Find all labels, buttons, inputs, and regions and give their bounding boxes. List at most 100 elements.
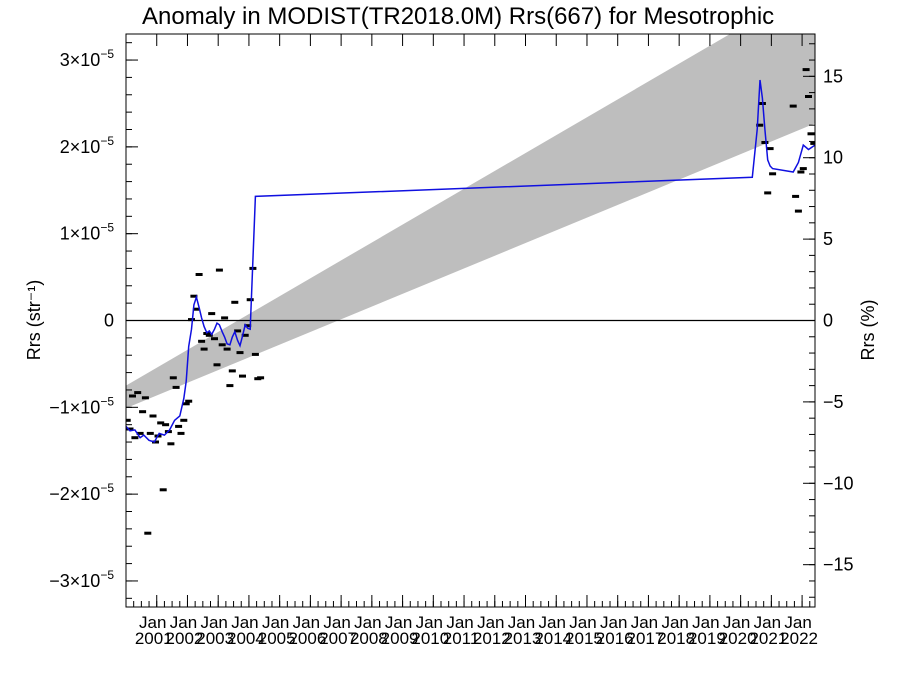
x-tick-month-label: Jan: [139, 613, 166, 632]
data-point: [144, 531, 152, 535]
x-tick-month-label: Jan: [569, 613, 596, 632]
data-point: [766, 147, 774, 151]
data-point: [236, 351, 244, 355]
x-tick-month-label: Jan: [508, 613, 535, 632]
data-point: [129, 394, 136, 398]
axes: −3×10−5−2×10−5−1×10−501×10−52×10−53×10−5…: [49, 34, 854, 648]
data-point: [208, 312, 216, 316]
data-point: [251, 352, 259, 356]
data-point: [244, 324, 252, 328]
x-tick-month-label: Jan: [477, 613, 504, 632]
data-point: [234, 329, 242, 333]
data-point: [172, 385, 180, 389]
data-point: [126, 427, 134, 431]
data-point: [789, 104, 797, 108]
y-tick-label: −2×10−5: [49, 481, 114, 504]
y-right-tick-label: 10: [823, 148, 843, 168]
data-point: [805, 95, 812, 98]
data-point: [141, 396, 149, 400]
data-point: [180, 418, 188, 422]
data-point: [126, 418, 131, 422]
data-point: [226, 384, 234, 388]
x-tick-year-label: 2015: [565, 629, 603, 648]
data-point: [169, 376, 177, 380]
y-tick-label: 0: [104, 311, 114, 331]
x-tick-year-label: 2019: [688, 629, 726, 648]
data-point: [152, 440, 159, 444]
data-point: [198, 339, 206, 343]
y-right-tick-label: −10: [823, 473, 854, 493]
x-tick-year-label: 2008: [350, 629, 388, 648]
y-right-tick-label: −15: [823, 555, 854, 575]
x-tick-year-label: 2003: [196, 629, 234, 648]
data-point: [175, 424, 183, 428]
data-point: [177, 431, 185, 435]
y-tick-label: −3×10−5: [49, 568, 114, 591]
data-point: [769, 172, 777, 176]
data-point: [192, 307, 200, 311]
x-tick-month-label: Jan: [446, 613, 473, 632]
x-tick-month-label: Jan: [661, 613, 688, 632]
x-tick-month-label: Jan: [784, 613, 811, 632]
data-point: [761, 141, 769, 144]
data-point: [228, 369, 236, 373]
data-point: [162, 423, 170, 427]
chart-title: Anomaly in MODIST(TR2018.0M) Rrs(667) fo…: [142, 3, 774, 30]
x-tick-year-label: 2016: [596, 629, 634, 648]
x-tick-month-label: Jan: [754, 613, 781, 632]
data-point: [146, 431, 154, 435]
data-point: [195, 273, 203, 276]
plot-area: [126, 34, 815, 535]
x-tick-year-label: 2005: [258, 629, 296, 648]
data-point: [211, 337, 218, 341]
x-tick-year-label: 2009: [381, 629, 419, 648]
x-tick-month-label: Jan: [262, 613, 289, 632]
data-point: [764, 191, 772, 195]
data-point: [797, 170, 805, 174]
data-point: [239, 374, 246, 378]
data-point: [231, 300, 239, 304]
data-point: [241, 333, 249, 337]
x-tick-month-label: Jan: [385, 613, 412, 632]
x-tick-month-label: Jan: [231, 613, 258, 632]
y-right-tick-label: 5: [823, 229, 833, 249]
data-point: [200, 347, 208, 351]
data-point: [246, 298, 254, 302]
data-point: [188, 318, 195, 322]
data-point: [205, 333, 213, 337]
x-tick-year-label: 2022: [780, 629, 818, 648]
data-point: [794, 209, 802, 213]
data-point: [792, 194, 800, 198]
y-tick-label: −1×10−5: [49, 394, 114, 417]
data-point: [807, 132, 815, 136]
x-tick-month-label: Jan: [354, 613, 381, 632]
data-point: [131, 436, 139, 440]
data-point: [185, 399, 193, 403]
data-point: [802, 68, 810, 72]
trend-band: [126, 34, 815, 409]
x-tick-year-label: 2014: [534, 629, 572, 648]
data-point: [257, 376, 265, 380]
anomaly-line: [126, 79, 815, 443]
x-tick-month-label: Jan: [293, 613, 320, 632]
x-tick-year-label: 2013: [504, 629, 542, 648]
y-right-tick-label: 0: [823, 311, 833, 331]
data-point: [218, 343, 226, 347]
x-tick-year-label: 2006: [288, 629, 326, 648]
x-tick-year-label: 2001: [135, 629, 173, 648]
x-tick-month-label: Jan: [723, 613, 750, 632]
x-tick-month-label: Jan: [170, 613, 197, 632]
x-tick-month-label: Jan: [600, 613, 627, 632]
y-right-tick-label: −5: [823, 392, 844, 412]
data-point: [149, 414, 157, 418]
x-tick-month-label: Jan: [200, 613, 227, 632]
x-tick-year-label: 2007: [319, 629, 357, 648]
data-point: [810, 141, 815, 145]
x-tick-month-label: Jan: [692, 613, 719, 632]
x-tick-month-label: Jan: [539, 613, 566, 632]
x-tick-month-label: Jan: [323, 613, 350, 632]
x-tick-year-label: 2004: [227, 629, 265, 648]
x-tick-year-label: 2011: [443, 629, 480, 648]
x-tick-year-label: 2010: [411, 629, 449, 648]
